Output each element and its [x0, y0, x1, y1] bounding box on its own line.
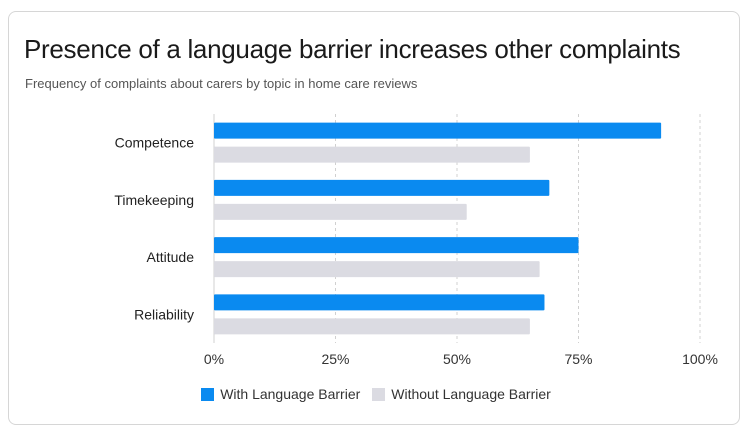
- legend-swatch-without-barrier: [372, 387, 386, 401]
- legend-label-with-barrier: With Language Barrier: [220, 386, 361, 402]
- bar-with-barrier: [214, 179, 550, 196]
- x-tick-label: 0%: [204, 351, 224, 367]
- bar-with-barrier: [214, 122, 662, 139]
- y-category-label: Competence: [115, 135, 195, 151]
- legend-label-without-barrier: Without Language Barrier: [391, 386, 551, 402]
- bar-with-barrier: [214, 294, 545, 311]
- x-tick-label: 100%: [682, 351, 718, 367]
- chart-title: Presence of a language barrier increases…: [24, 34, 681, 64]
- x-tick-label: 25%: [321, 351, 349, 367]
- y-category-label: Reliability: [134, 306, 194, 322]
- legend-item-with-barrier[interactable]: With Language Barrier: [201, 386, 360, 402]
- legend: With Language Barrier Without Language B…: [0, 386, 752, 402]
- legend-swatch-with-barrier: [201, 387, 215, 401]
- chart-subtitle: Frequency of complaints about carers by …: [25, 76, 418, 91]
- bar-without-barrier: [214, 261, 540, 278]
- y-category-label: Timekeeping: [114, 192, 194, 208]
- bar-without-barrier: [214, 318, 530, 335]
- bar-with-barrier: [214, 237, 579, 254]
- x-tick-label: 75%: [564, 351, 592, 367]
- bar-without-barrier: [214, 203, 467, 220]
- x-tick-label: 50%: [443, 351, 471, 367]
- legend-item-without-barrier[interactable]: Without Language Barrier: [372, 386, 551, 402]
- bar-without-barrier: [214, 146, 530, 163]
- y-category-label: Attitude: [147, 249, 195, 265]
